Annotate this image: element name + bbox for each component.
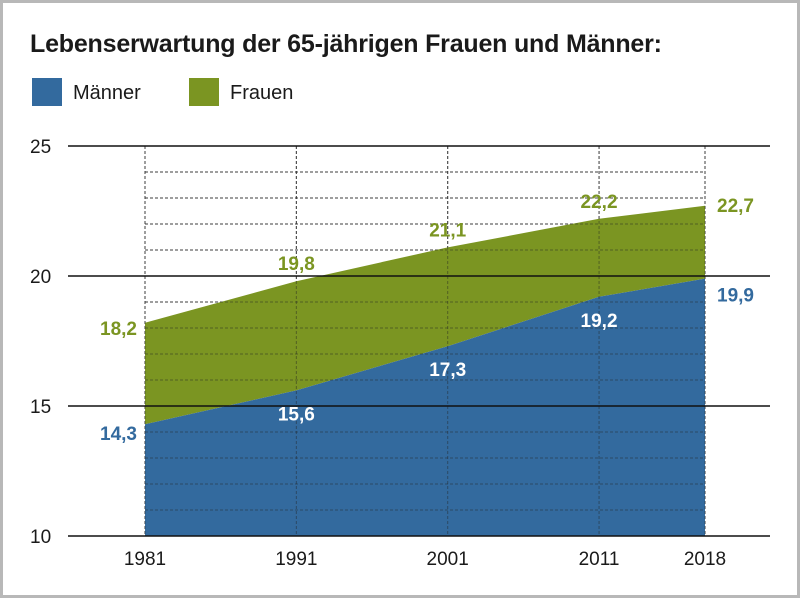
data-label-frauen: 22,2 <box>581 192 618 213</box>
data-label-maenner: 15,6 <box>278 404 315 425</box>
x-tick-label: 2001 <box>427 549 469 570</box>
y-tick-label: 10 <box>30 527 51 548</box>
data-label-maenner: 19,2 <box>581 311 618 332</box>
chart-title: Lebenserwartung der 65-jährigen Frauen u… <box>30 30 662 58</box>
legend-swatch-maenner <box>32 78 62 106</box>
data-label-maenner: 14,3 <box>100 424 137 445</box>
legend-label-frauen: Frauen <box>230 82 294 104</box>
data-label-frauen: 22,7 <box>717 196 754 217</box>
data-label-frauen: 19,8 <box>278 254 315 275</box>
data-label-maenner: 19,9 <box>717 286 754 307</box>
y-tick-label: 15 <box>30 397 51 418</box>
x-tick-label: 1981 <box>124 549 166 570</box>
x-tick-label: 2011 <box>579 549 620 570</box>
x-tick-label: 1991 <box>275 549 317 570</box>
y-tick-label: 20 <box>30 267 51 288</box>
y-tick-label: 25 <box>30 137 51 158</box>
x-tick-label: 2018 <box>684 549 726 570</box>
data-label-frauen: 18,2 <box>100 319 137 340</box>
legend-label-maenner: Männer <box>73 82 141 104</box>
area-frauen <box>145 205 705 425</box>
data-label-frauen: 21,1 <box>429 220 466 241</box>
area-maenner <box>145 278 705 536</box>
legend-swatch-frauen <box>189 78 219 106</box>
data-label-maenner: 17,3 <box>429 360 466 381</box>
